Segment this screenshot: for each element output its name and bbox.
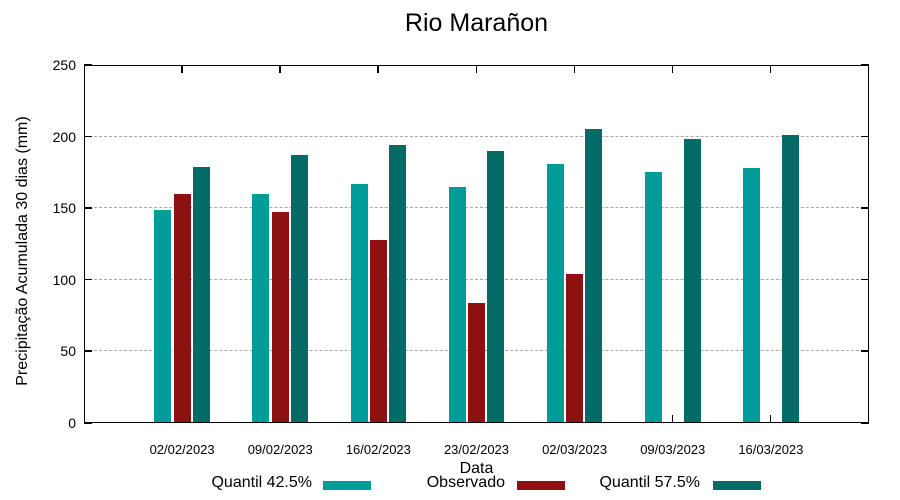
x-axis-tick xyxy=(573,65,576,73)
y-axis-tick xyxy=(861,64,869,66)
y-axis-tick xyxy=(861,135,869,138)
y-tick-label: 150 xyxy=(52,200,76,217)
gridline xyxy=(84,278,869,280)
x-axis-tick xyxy=(671,415,674,423)
gridline xyxy=(84,207,869,209)
bar-quantil-57-5 xyxy=(781,135,799,423)
x-axis-tick xyxy=(671,65,674,73)
y-tick-label: 0 xyxy=(68,415,76,431)
bar-quantil-57-5 xyxy=(487,150,505,423)
bar-quantil-42-5 xyxy=(448,186,466,423)
x-tick-label: 23/02/2023 xyxy=(443,442,510,457)
x-axis-tick xyxy=(279,65,281,73)
bar-observado xyxy=(173,193,191,423)
y-tick-label: 200 xyxy=(52,128,76,145)
x-axis-tick xyxy=(377,65,379,73)
bar-observado xyxy=(369,239,387,423)
x-axis-tick xyxy=(769,415,772,423)
bar-quantil-42-5 xyxy=(350,183,368,423)
bar-quantil-57-5 xyxy=(683,139,701,423)
x-tick-label: 02/02/2023 xyxy=(149,442,215,457)
y-axis-tick xyxy=(861,350,869,352)
legend-label-quantil-57-5: Quantil 57.5% xyxy=(599,474,700,491)
y-axis-tick xyxy=(861,207,869,209)
y-axis-tick xyxy=(84,278,92,281)
x-tick-label: 09/03/2023 xyxy=(640,442,706,457)
x-axis-tick xyxy=(181,65,183,73)
legend-swatch-quantil-42-5 xyxy=(323,481,371,490)
bar-quantil-57-5 xyxy=(585,129,603,423)
y-axis-tick xyxy=(84,135,92,138)
y-tick-label: 100 xyxy=(52,271,76,288)
y-axis-tick xyxy=(84,350,92,352)
bar-quantil-42-5 xyxy=(743,168,761,423)
y-axis-tick xyxy=(84,422,92,424)
x-tick-label: 16/03/2023 xyxy=(738,442,804,457)
legend-label-quantil-42-5: Quantil 42.5% xyxy=(211,474,312,491)
gridline xyxy=(84,135,869,137)
chart-title: Rio Marañon xyxy=(404,9,549,37)
bar-quantil-42-5 xyxy=(644,172,662,423)
x-axis-label: Data xyxy=(459,460,494,477)
y-axis-tick xyxy=(861,278,869,281)
bar-quantil-42-5 xyxy=(154,209,172,423)
x-tick-label: 16/02/2023 xyxy=(345,442,411,457)
x-tick-label: 02/03/2023 xyxy=(542,442,608,457)
y-tick-label: 50 xyxy=(60,343,76,360)
bar-observado xyxy=(566,274,584,423)
bar-quantil-57-5 xyxy=(389,145,407,423)
bar-quantil-42-5 xyxy=(252,193,270,423)
legend-label-observado: Observado xyxy=(426,474,505,491)
legend-swatch-quantil-57-5 xyxy=(713,481,761,490)
bar-quantil-42-5 xyxy=(546,163,564,423)
y-axis-tick xyxy=(861,422,869,424)
x-axis-tick xyxy=(769,65,772,73)
x-axis-tick xyxy=(475,65,477,73)
y-axis-tick xyxy=(84,64,92,66)
y-axis-tick xyxy=(84,207,92,209)
bar-observado xyxy=(468,302,485,423)
bar-quantil-57-5 xyxy=(291,155,309,423)
legend-swatch-observado xyxy=(517,481,565,490)
y-tick-label: 250 xyxy=(52,57,76,73)
bar-quantil-57-5 xyxy=(192,166,210,423)
x-tick-label: 09/02/2023 xyxy=(247,442,313,457)
bar-observado xyxy=(271,212,289,423)
